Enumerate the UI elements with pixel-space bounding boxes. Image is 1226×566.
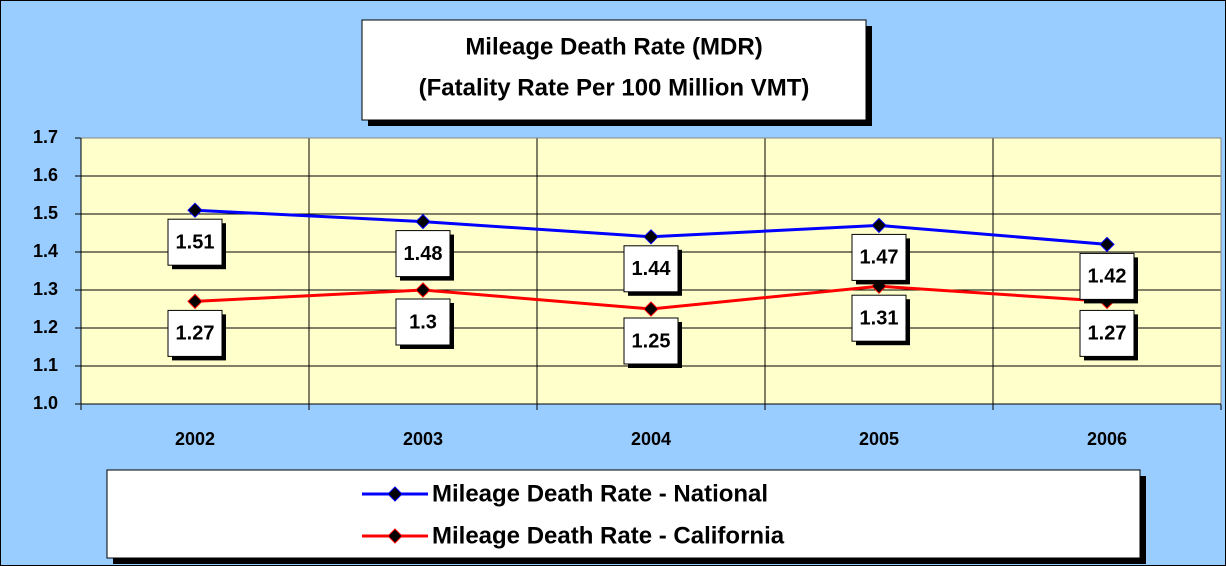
data-label-box: [1079, 309, 1135, 357]
data-point: [187, 202, 203, 218]
data-label-box: [395, 298, 451, 346]
data-point: [643, 229, 659, 245]
data-point: [871, 217, 887, 234]
data-label: 1.27: [176, 323, 215, 345]
data-label: 1.27: [1088, 323, 1127, 345]
y-tick-label: 1.7: [33, 127, 58, 147]
data-point: [415, 282, 431, 298]
x-tick-label: 2006: [1087, 429, 1127, 449]
data-point: [643, 301, 659, 317]
data-label: 1.48: [404, 243, 443, 265]
y-tick-label: 1.6: [33, 165, 58, 185]
legend-label: Mileage Death Rate - California: [432, 522, 785, 549]
data-point: [415, 213, 431, 230]
legend-box: [106, 469, 1141, 559]
data-label-box: [1079, 252, 1135, 300]
data-label: 1.44: [632, 258, 672, 280]
data-label: 1.3: [409, 311, 437, 333]
legend-marker: [387, 486, 403, 502]
data-label: 1.31: [860, 307, 899, 329]
data-label-box: [851, 233, 907, 281]
x-tick-label: 2005: [859, 429, 899, 449]
data-label: 1.51: [176, 231, 215, 253]
title-box: [361, 19, 867, 121]
y-tick-label: 1.4: [33, 241, 58, 261]
y-tick-label: 1.5: [33, 203, 58, 223]
y-tick-label: 1.2: [33, 317, 58, 337]
x-tick-label: 2003: [403, 429, 443, 449]
data-point: [187, 293, 203, 310]
data-label-box: [167, 309, 223, 357]
x-tick-label: 2002: [175, 429, 215, 449]
data-label-box: [395, 230, 451, 278]
data-label: 1.47: [860, 247, 899, 269]
data-point: [1099, 236, 1115, 253]
y-tick-label: 1.1: [33, 355, 58, 375]
data-label-box: [623, 245, 679, 293]
y-tick-label: 1.3: [33, 279, 58, 299]
x-tick-label: 2004: [631, 429, 671, 449]
legend-marker: [387, 528, 403, 544]
chart-title: Mileage Death Rate (MDR): [465, 33, 762, 60]
data-label-box: [167, 218, 223, 266]
data-label-box: [623, 317, 679, 365]
y-tick-label: 1.0: [33, 393, 58, 413]
data-label: 1.42: [1088, 266, 1127, 288]
legend-label: Mileage Death Rate - National: [432, 480, 768, 507]
data-label: 1.25: [632, 330, 671, 352]
chart-subtitle: (Fatality Rate Per 100 Million VMT): [419, 74, 810, 101]
data-label-box: [851, 294, 907, 342]
